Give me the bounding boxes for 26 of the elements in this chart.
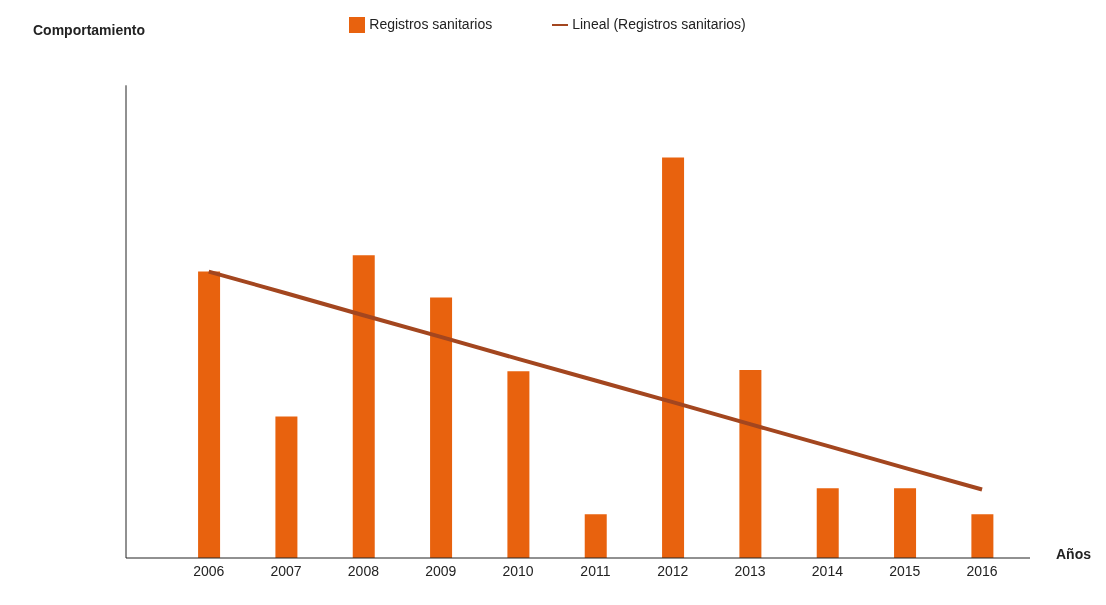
x-tick-label: 2014	[811, 562, 844, 579]
bar	[894, 488, 917, 558]
x-tick-label: 2013	[734, 562, 766, 579]
bar	[430, 297, 453, 558]
legend-label: Registros sanitarios	[369, 16, 493, 32]
bar	[198, 271, 221, 558]
bar	[507, 371, 530, 558]
bar	[971, 514, 994, 558]
bar	[662, 157, 685, 558]
x-tick-label: 2009	[425, 562, 457, 579]
x-tick-label: 2012	[657, 562, 689, 579]
bar	[352, 255, 375, 558]
x-tick-label: 2006	[193, 562, 225, 579]
x-tick-label: 2011	[580, 562, 611, 579]
x-axis-title: Años	[1056, 546, 1091, 562]
x-tick-label: 2010	[502, 562, 534, 579]
bar	[816, 488, 839, 558]
text: Comportamiento	[33, 22, 145, 38]
bar	[275, 416, 298, 558]
x-tick-label: 2015	[889, 562, 921, 579]
bar	[739, 370, 762, 558]
x-tick-label: 2007	[270, 562, 302, 579]
x-tick-label: 2016	[966, 562, 998, 579]
legend-label: Lineal (Registros sanitarios)	[572, 16, 746, 32]
bar	[584, 514, 607, 558]
x-tick-label: 2008	[347, 562, 380, 579]
